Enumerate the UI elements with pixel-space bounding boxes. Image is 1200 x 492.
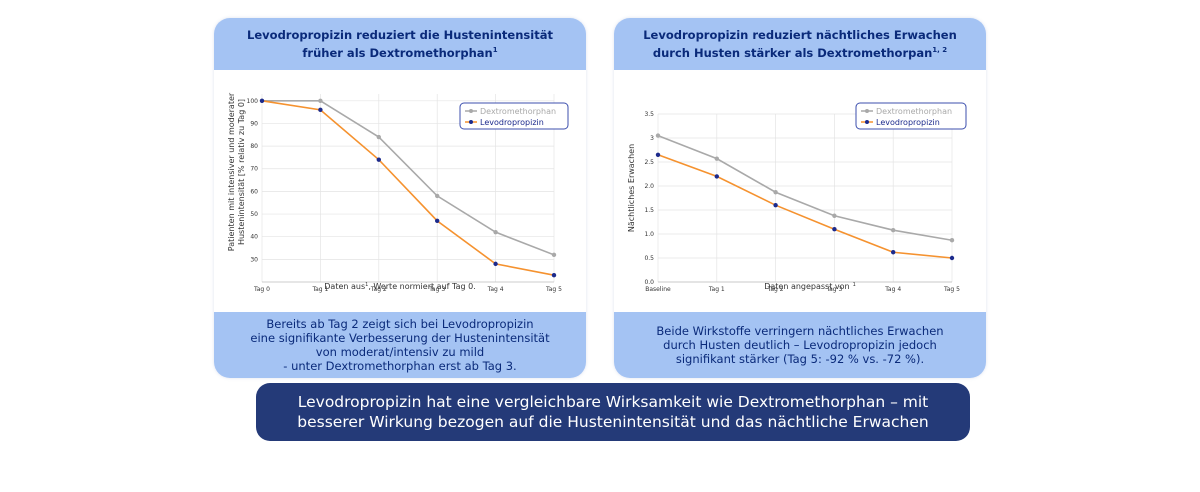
x-tick-label: Tag 0 xyxy=(253,286,270,293)
summary-line: Bereits ab Tag 2 zeigt sich bei Levodrop… xyxy=(266,317,534,331)
legend-label-levodropropizin: Levodropropizin xyxy=(876,118,940,127)
summary-line: von moderat/intensiv zu mild xyxy=(315,345,485,359)
data-point-levodropropizin xyxy=(551,273,557,278)
data-point-levodropropizin xyxy=(832,227,837,232)
legend-marker-dextromethorphan xyxy=(469,109,473,113)
data-point-levodropropizin xyxy=(655,152,661,157)
y-tick-label: 0.0 xyxy=(644,279,654,286)
x-tick-label: Baseline xyxy=(645,286,671,293)
y-tick-label: 1.5 xyxy=(644,207,654,214)
data-point-levodropropizin xyxy=(493,261,498,267)
series-line-dextromethorphan xyxy=(657,134,953,242)
y-axis-label: Nächtliches Erwachen xyxy=(627,144,636,232)
legend: Dextromethorphan Levodropropizin xyxy=(459,102,569,130)
banner-line2: besserer Wirkung bezogen auf die Husteni… xyxy=(297,413,929,431)
y-tick-label: 60 xyxy=(250,188,258,195)
data-point-dextromethorphan xyxy=(949,238,955,243)
y-tick-label: 100 xyxy=(247,98,259,105)
x-tick-label: Tag 5 xyxy=(545,286,562,293)
x-tick-label: Tag 3 xyxy=(428,286,445,293)
legend-box xyxy=(459,102,569,130)
x-tick-label: Tag 3 xyxy=(825,286,842,293)
panel-title: Levodropropizin reduziert nächtliches Er… xyxy=(614,18,986,70)
banner-line1: Levodropropizin hat eine vergleichbare W… xyxy=(297,393,929,411)
data-point-levodropropizin xyxy=(318,107,323,113)
y-tick-label: 3.5 xyxy=(644,111,654,118)
footnote-ref: 1, 2 xyxy=(932,45,948,54)
data-point-dextromethorphan xyxy=(318,98,323,103)
summary-line: Beide Wirkstoffe verringern nächtliches … xyxy=(656,324,944,338)
data-point-dextromethorphan xyxy=(435,193,440,199)
data-point-levodropropizin xyxy=(259,98,265,103)
summary-line: signifikant stärker (Tag 5: -92 % vs. -7… xyxy=(675,352,925,366)
panel-title-line1: Levodropropizin reduziert die Husteninte… xyxy=(247,27,553,42)
y-tick-label: 80 xyxy=(250,143,258,150)
x-tick-label: Tag 1 xyxy=(311,286,328,293)
data-point-dextromethorphan xyxy=(714,156,719,161)
footnote-ref: 1 xyxy=(492,45,498,54)
legend-label-dextromethorphan: Dextromethorphan xyxy=(480,107,556,116)
legend-marker-levodropropizin xyxy=(469,120,473,124)
data-point-levodropropizin xyxy=(773,203,778,208)
data-point-levodropropizin xyxy=(435,218,440,224)
legend-marker-levodropropizin xyxy=(865,120,869,124)
y-tick-label: 0.5 xyxy=(644,255,654,262)
y-tick-label: 2.5 xyxy=(644,159,654,166)
data-point-dextromethorphan xyxy=(655,133,661,138)
panel-title-line1: Levodropropizin reduziert nächtliches Er… xyxy=(643,27,957,42)
series-line-dextromethorphan xyxy=(262,99,555,256)
x-tick-label: Tag 4 xyxy=(884,286,901,293)
chart-source-note: Daten angepasst von 1 xyxy=(764,282,856,291)
summary-line: durch Husten deutlich – Levodropropizin … xyxy=(663,338,937,352)
data-point-dextromethorphan xyxy=(773,190,778,195)
chart-source-note: Daten aus1, Werte normiert auf Tag 0. xyxy=(324,282,475,291)
chart-cough-intensity: 30 40 50 60 70 80 90 100 Tag 0 Tag 1 Tag 2 Tag 3 Ta… xyxy=(214,70,586,312)
line-chart-cough-intensity: 30 40 50 60 70 80 90 100 Tag 0 Tag 1 Tag 2 Tag 3 Ta… xyxy=(227,92,569,293)
y-axis-label-line2: Hustenintensität [% relativ zu Tag 0] xyxy=(237,99,246,245)
conclusion-banner: Levodropropizin hat eine vergleichbare W… xyxy=(256,383,970,441)
summary-line: - unter Dextromethorphan erst ab Tag 3. xyxy=(283,359,517,373)
x-tick-label: Tag 1 xyxy=(708,286,725,293)
y-tick-label: 30 xyxy=(250,256,258,263)
y-tick-label: 3 xyxy=(650,135,654,142)
data-point-levodropropizin xyxy=(714,174,719,179)
y-tick-label: 90 xyxy=(250,120,258,127)
y-tick-label: 70 xyxy=(250,166,258,173)
x-tick-label: Tag 2 xyxy=(370,286,387,293)
data-point-levodropropizin xyxy=(376,157,381,162)
panel-cough-intensity: Levodropropizin reduziert die Husteninte… xyxy=(214,18,586,378)
y-tick-label: 2.0 xyxy=(644,183,654,190)
legend-label-levodropropizin: Levodropropizin xyxy=(480,118,544,127)
x-tick-label: Tag 4 xyxy=(487,286,504,293)
series-line-levodropropizin xyxy=(261,100,555,276)
line-chart-nocturnal-awakening: 0.0 0.5 1.0 1.5 2.0 2.5 3 3.5 Baseline Tag 1 Tag … xyxy=(627,102,967,293)
panel-summary: Beide Wirkstoffe verringern nächtliches … xyxy=(614,312,986,378)
data-point-dextromethorphan xyxy=(551,252,557,258)
data-point-dextromethorphan xyxy=(891,227,896,233)
chart-nocturnal-awakening: 0.0 0.5 1.0 1.5 2.0 2.5 3 3.5 Baseline Tag 1 Tag … xyxy=(614,70,986,312)
data-point-dextromethorphan xyxy=(493,229,498,235)
summary-line: eine signifikante Verbesserung der Huste… xyxy=(250,331,550,345)
panel-nocturnal-awakening: Levodropropizin reduziert nächtliches Er… xyxy=(614,18,986,378)
y-axis-label-line1: Patienten mit intensiver und moderater xyxy=(227,92,236,251)
legend: Dextromethorphan Levodropropizin xyxy=(855,102,967,130)
legend-marker-dextromethorphan xyxy=(865,109,869,113)
series-line-levodropropizin xyxy=(657,154,953,259)
panel-title: Levodropropizin reduziert die Husteninte… xyxy=(214,18,586,70)
y-tick-label: 50 xyxy=(250,211,258,218)
y-tick-label: 1.0 xyxy=(644,231,654,238)
data-point-levodropropizin xyxy=(949,255,955,261)
legend-label-dextromethorphan: Dextromethorphan xyxy=(876,107,952,116)
panel-title-line2: früher als Dextromethorphan xyxy=(302,45,493,60)
data-point-dextromethorphan xyxy=(376,134,381,140)
panel-title-line2: durch Husten stärker als Dextromethorpan xyxy=(652,45,933,60)
legend-box xyxy=(855,102,967,130)
data-point-levodropropizin xyxy=(891,250,896,255)
x-tick-label: Tag 5 xyxy=(943,286,960,293)
x-tick-label: Tag 2 xyxy=(767,286,784,293)
data-point-dextromethorphan xyxy=(832,213,837,218)
y-tick-label: 40 xyxy=(250,234,258,241)
panel-summary: Bereits ab Tag 2 zeigt sich bei Levodrop… xyxy=(214,312,586,378)
